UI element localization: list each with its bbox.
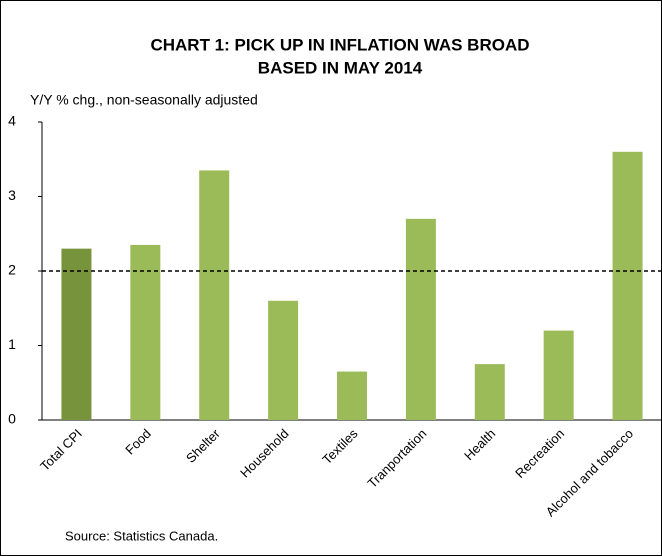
y-tick-label: 3 — [8, 187, 16, 203]
chart-title: CHART 1: PICK UP IN INFLATION WAS BROAD — [150, 35, 529, 54]
bar — [612, 151, 643, 421]
bar — [474, 364, 505, 420]
y-tick-label: 1 — [8, 336, 16, 352]
bar — [130, 244, 161, 420]
chart-title: BASED IN MAY 2014 — [258, 58, 423, 77]
y-tick-label: 4 — [8, 113, 16, 129]
y-axis-label: Y/Y % chg., non-seasonally adjusted — [30, 92, 258, 108]
y-tick-label: 2 — [8, 262, 16, 278]
source-note: Source: Statistics Canada. — [65, 528, 218, 543]
bar — [543, 330, 574, 420]
bar — [199, 170, 230, 420]
bar — [61, 248, 92, 420]
bar — [337, 371, 367, 420]
bar — [268, 300, 299, 420]
bar — [405, 218, 436, 420]
y-tick-label: 0 — [8, 411, 16, 427]
